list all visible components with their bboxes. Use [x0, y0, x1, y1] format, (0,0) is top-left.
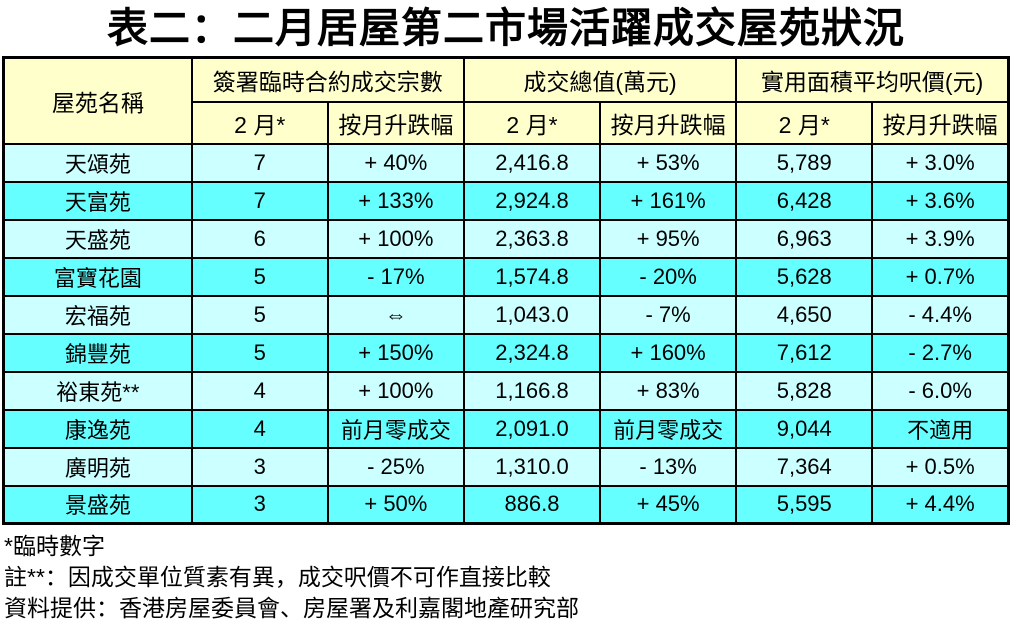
value-cell: 1,574.8 [462, 256, 602, 297]
value-cell: - 17% [326, 256, 465, 297]
footnote-source: 資料提供：香港房屋委員會、房屋署及利嘉閣地產研究部 [4, 595, 579, 621]
value-cell: 1,166.8 [462, 370, 602, 411]
estate-name-cell: 裕東苑** [2, 370, 193, 411]
estate-name-cell: 景盛苑 [2, 484, 193, 525]
value-cell: + 100% [326, 370, 465, 411]
subheader-change-value: 按月升跌幅 [599, 100, 738, 145]
estate-name-cell: 錦豐苑 [2, 332, 193, 373]
value-cell: 9,044 [735, 408, 874, 449]
estate-name-cell: 天頌苑 [2, 142, 193, 183]
table-row: 景盛苑 3 + 50% 886.8 + 45% 5,595 + 4.4% [2, 484, 1010, 525]
header-row-sub: 2 月* 按月升跌幅 2 月* 按月升跌幅 2 月* 按月升跌幅 [4, 100, 1010, 145]
value-cell: 不適用 [871, 408, 1010, 449]
table-row: 裕東苑** 4 + 100% 1,166.8 + 83% 5,828 - 6.0… [2, 370, 1010, 411]
footnote-comparison: 註**：因成交單位質素有異，成交呎價不可作直接比較 [4, 564, 551, 590]
value-cell: - 2.7% [871, 332, 1010, 373]
value-cell: + 53% [599, 142, 738, 183]
value-cell: 886.8 [462, 484, 602, 525]
value-cell: 4 [190, 370, 329, 411]
value-cell: + 0.7% [871, 256, 1010, 297]
value-cell: 7,364 [735, 446, 874, 487]
value-cell: - 6.0% [871, 370, 1010, 411]
value-cell: + 0.5% [871, 446, 1010, 487]
value-cell: + 3.9% [871, 218, 1010, 259]
page-title: 表二：二月居屋第二市場活躍成交屋苑狀況 [107, 5, 905, 51]
table-row: 天頌苑 7 + 40% 2,416.8 + 53% 5,789 + 3.0% [2, 142, 1010, 183]
value-cell: 5,595 [735, 484, 874, 525]
value-cell: + 45% [599, 484, 738, 525]
table-row: 康逸苑 4 前月零成交 2,091.0 前月零成交 9,044 不適用 [2, 408, 1010, 449]
table-row: 天富苑 7 + 133% 2,924.8 + 161% 6,428 + 3.6% [2, 180, 1010, 221]
value-cell: ⇔ [326, 294, 465, 335]
header-estate-name: 屋苑名稱 [2, 56, 193, 145]
value-cell: 2,416.8 [462, 142, 602, 183]
value-cell: + 3.6% [871, 180, 1010, 221]
value-cell: 6 [190, 218, 329, 259]
estate-name-cell: 康逸苑 [2, 408, 193, 449]
value-cell: + 161% [599, 180, 738, 221]
table-row: 富寶花園 5 - 17% 1,574.8 - 20% 5,628 + 0.7% [2, 256, 1010, 297]
header-group-avg-price: 實用面積平均呎價(元) [735, 56, 1010, 103]
value-cell: 前月零成交 [599, 408, 738, 449]
subheader-change-price: 按月升跌幅 [871, 100, 1010, 145]
value-cell: + 83% [599, 370, 738, 411]
table-row: 天盛苑 6 + 100% 2,363.8 + 95% 6,963 + 3.9% [2, 218, 1010, 259]
transactions-table: 屋苑名稱 簽署臨時合約成交宗數 成交總值(萬元) 實用面積平均呎價(元) 2 月… [2, 56, 1010, 525]
value-cell: 5 [190, 332, 329, 373]
footnote-provisional: *臨時數字 [4, 533, 105, 559]
value-cell: 4,650 [735, 294, 874, 335]
subheader-feb-price: 2 月* [735, 100, 874, 145]
value-cell: + 40% [326, 142, 465, 183]
header-row-groups: 屋苑名稱 簽署臨時合約成交宗數 成交總值(萬元) 實用面積平均呎價(元) [2, 56, 1010, 145]
table-row: 宏福苑 5 ⇔ 1,043.0 - 7% 4,650 - 4.4% [2, 294, 1010, 335]
value-cell: 4 [190, 408, 329, 449]
estate-name-cell: 宏福苑 [2, 294, 193, 335]
value-cell: 2,324.8 [462, 332, 602, 373]
value-cell: 2,091.0 [462, 408, 602, 449]
value-cell: + 150% [326, 332, 465, 373]
value-cell: + 3.0% [871, 142, 1010, 183]
value-cell: + 95% [599, 218, 738, 259]
value-cell: 6,428 [735, 180, 874, 221]
value-cell: 5,828 [735, 370, 874, 411]
value-cell: + 100% [326, 218, 465, 259]
value-cell: 1,310.0 [462, 446, 602, 487]
value-cell: + 4.4% [871, 484, 1010, 525]
table-row: 廣明苑 3 - 25% 1,310.0 - 13% 7,364 + 0.5% [2, 446, 1010, 487]
value-cell: - 7% [599, 294, 738, 335]
footnotes: *臨時數字 註**：因成交單位質素有異，成交呎價不可作直接比較 資料提供：香港房… [4, 531, 1012, 624]
value-cell: - 4.4% [871, 294, 1010, 335]
value-cell: 6,963 [735, 218, 874, 259]
value-cell: 7 [190, 142, 329, 183]
estate-name-cell: 天富苑 [2, 180, 193, 221]
header-group-contracts: 簽署臨時合約成交宗數 [190, 56, 465, 103]
value-cell: 5 [190, 294, 329, 335]
header-group-total-value: 成交總值(萬元) [462, 56, 738, 103]
value-cell: 7 [190, 180, 329, 221]
subheader-change-contracts: 按月升跌幅 [326, 100, 465, 145]
estate-name-cell: 天盛苑 [2, 218, 193, 259]
value-cell: 2,363.8 [462, 218, 602, 259]
subheader-feb-contracts: 2 月* [190, 100, 329, 145]
value-cell: - 20% [599, 256, 738, 297]
value-cell: + 160% [599, 332, 738, 373]
value-cell: + 50% [326, 484, 465, 525]
estate-name-cell: 廣明苑 [2, 446, 193, 487]
value-cell: 1,043.0 [462, 294, 602, 335]
value-cell: 5,789 [735, 142, 874, 183]
value-cell: + 133% [326, 180, 465, 221]
table-row: 錦豐苑 5 + 150% 2,324.8 + 160% 7,612 - 2.7% [2, 332, 1010, 373]
value-cell: 5 [190, 256, 329, 297]
value-cell: 5,628 [735, 256, 874, 297]
value-cell: 3 [190, 484, 329, 525]
value-cell: - 13% [599, 446, 738, 487]
subheader-feb-value: 2 月* [462, 100, 602, 145]
value-cell: 7,612 [735, 332, 874, 373]
value-cell: 3 [190, 446, 329, 487]
value-cell: 前月零成交 [326, 408, 465, 449]
estate-name-cell: 富寶花園 [2, 256, 193, 297]
value-cell: - 25% [326, 446, 465, 487]
value-cell: 2,924.8 [462, 180, 602, 221]
